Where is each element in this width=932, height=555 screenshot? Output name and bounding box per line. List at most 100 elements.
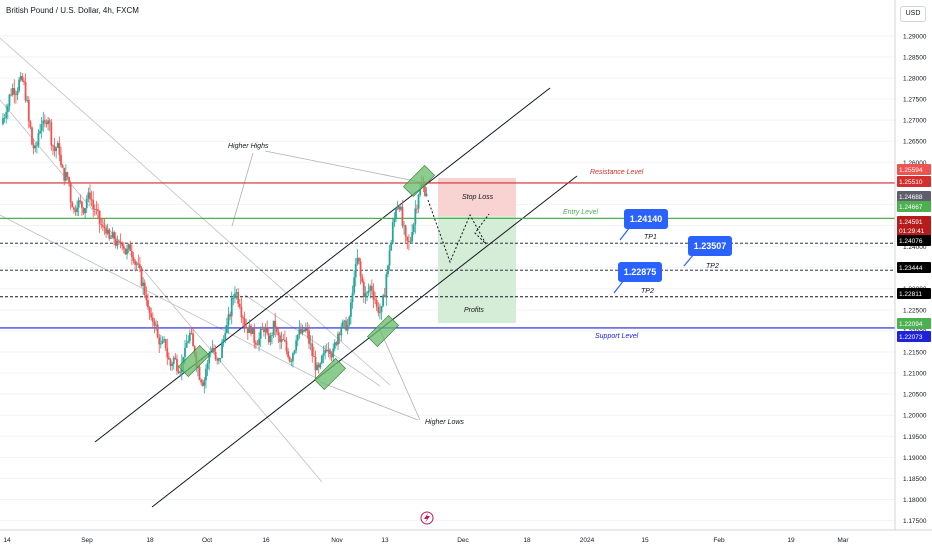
candle-body (56, 143, 59, 148)
price-tick-label: 1.26500 (903, 139, 927, 146)
candle-body (259, 329, 262, 339)
price-tick-label: 1.19500 (903, 434, 927, 441)
candle-body (385, 274, 388, 298)
annotation-pointer-line (319, 381, 419, 421)
candle-body (43, 120, 46, 123)
candle-body (372, 290, 375, 300)
candle-body (269, 335, 272, 343)
candle-body (45, 122, 48, 125)
time-axis-bg (0, 530, 932, 550)
candle-body (272, 320, 275, 336)
candle-body (282, 339, 285, 341)
pattern-marker (178, 345, 210, 377)
candle-body (48, 120, 51, 123)
guide-line (0, 99, 323, 483)
annotation-pointer-line (231, 152, 254, 227)
candle-body (203, 380, 206, 386)
candle-body (253, 328, 256, 343)
candle-body (317, 364, 320, 368)
candle-body (182, 356, 185, 364)
candle-body (187, 340, 190, 343)
candle-body (58, 143, 61, 155)
candle-body (341, 321, 344, 327)
candle-body (164, 339, 167, 348)
candle-body (222, 339, 225, 342)
candle-body (147, 300, 149, 308)
candle-body (172, 357, 175, 365)
currency-button[interactable]: USD (900, 6, 926, 22)
candle-body (53, 145, 56, 152)
channel-lower-line (151, 175, 578, 508)
candle-body (292, 353, 294, 362)
candle-body (362, 281, 365, 298)
callout-box (688, 236, 732, 256)
candle-body (424, 186, 426, 196)
price-tick-label: 1.24000 (903, 244, 927, 251)
callout-1-23507: 1.23507 (683, 236, 732, 267)
support-level-label: Support Level (595, 333, 639, 340)
candle-body (21, 75, 24, 81)
candle-body (142, 282, 145, 286)
candle-body (116, 241, 119, 246)
profits-label: Profits (464, 307, 484, 314)
candle-body (31, 127, 33, 145)
candle-body (364, 293, 367, 298)
candle-body (108, 229, 111, 239)
candle-body (64, 172, 67, 181)
time-tick-label: 19 (787, 537, 795, 544)
callout-value: 1.22875 (624, 267, 657, 277)
price-badge-value: 1.23444 (899, 265, 923, 272)
candle-body (200, 379, 203, 383)
candle-body (27, 100, 30, 122)
candle-body (367, 290, 370, 293)
candle-body (311, 343, 314, 356)
candle-body (395, 208, 397, 219)
candle-body (280, 339, 283, 342)
candle-body (185, 342, 188, 348)
candle-body (250, 325, 252, 334)
candle-body (314, 356, 317, 371)
candle-body (14, 94, 17, 96)
candle-body (254, 342, 257, 345)
price-badge (897, 201, 931, 212)
candle-body (211, 348, 214, 352)
candle-body (353, 277, 356, 293)
candle-body (229, 314, 232, 317)
candle-body (113, 232, 116, 240)
candle-body (188, 332, 191, 341)
candle-body (348, 316, 351, 325)
candle-body (419, 188, 422, 195)
candle-body (256, 344, 259, 346)
price-badge-value: 1.22094 (899, 321, 923, 328)
candle-body (74, 209, 77, 212)
price-badge (897, 331, 931, 342)
candle-body (37, 133, 40, 146)
candle-body (227, 314, 230, 325)
candle-body (130, 251, 133, 258)
candle-body (155, 324, 157, 326)
candle-body (308, 330, 310, 344)
candle-body (158, 337, 161, 345)
candle-body (225, 324, 228, 333)
candle-body (145, 294, 148, 301)
candle-body (329, 349, 331, 355)
price-badge (897, 262, 931, 273)
price-badge (897, 288, 931, 299)
candle-body (324, 350, 327, 354)
candle-body (119, 241, 122, 244)
candle-body (103, 226, 106, 229)
price-badge (897, 191, 931, 202)
price-tick-label: 1.17500 (903, 518, 927, 525)
candle-body (416, 208, 418, 210)
candle-body (35, 145, 38, 147)
channel-upper-line (94, 87, 551, 443)
candle-body (66, 172, 69, 178)
candle-body (171, 364, 174, 366)
candle-body (137, 263, 140, 265)
candle-body (106, 229, 109, 234)
stop-loss-zone (438, 178, 516, 216)
candle-body (216, 359, 219, 361)
candle-body (176, 359, 178, 371)
